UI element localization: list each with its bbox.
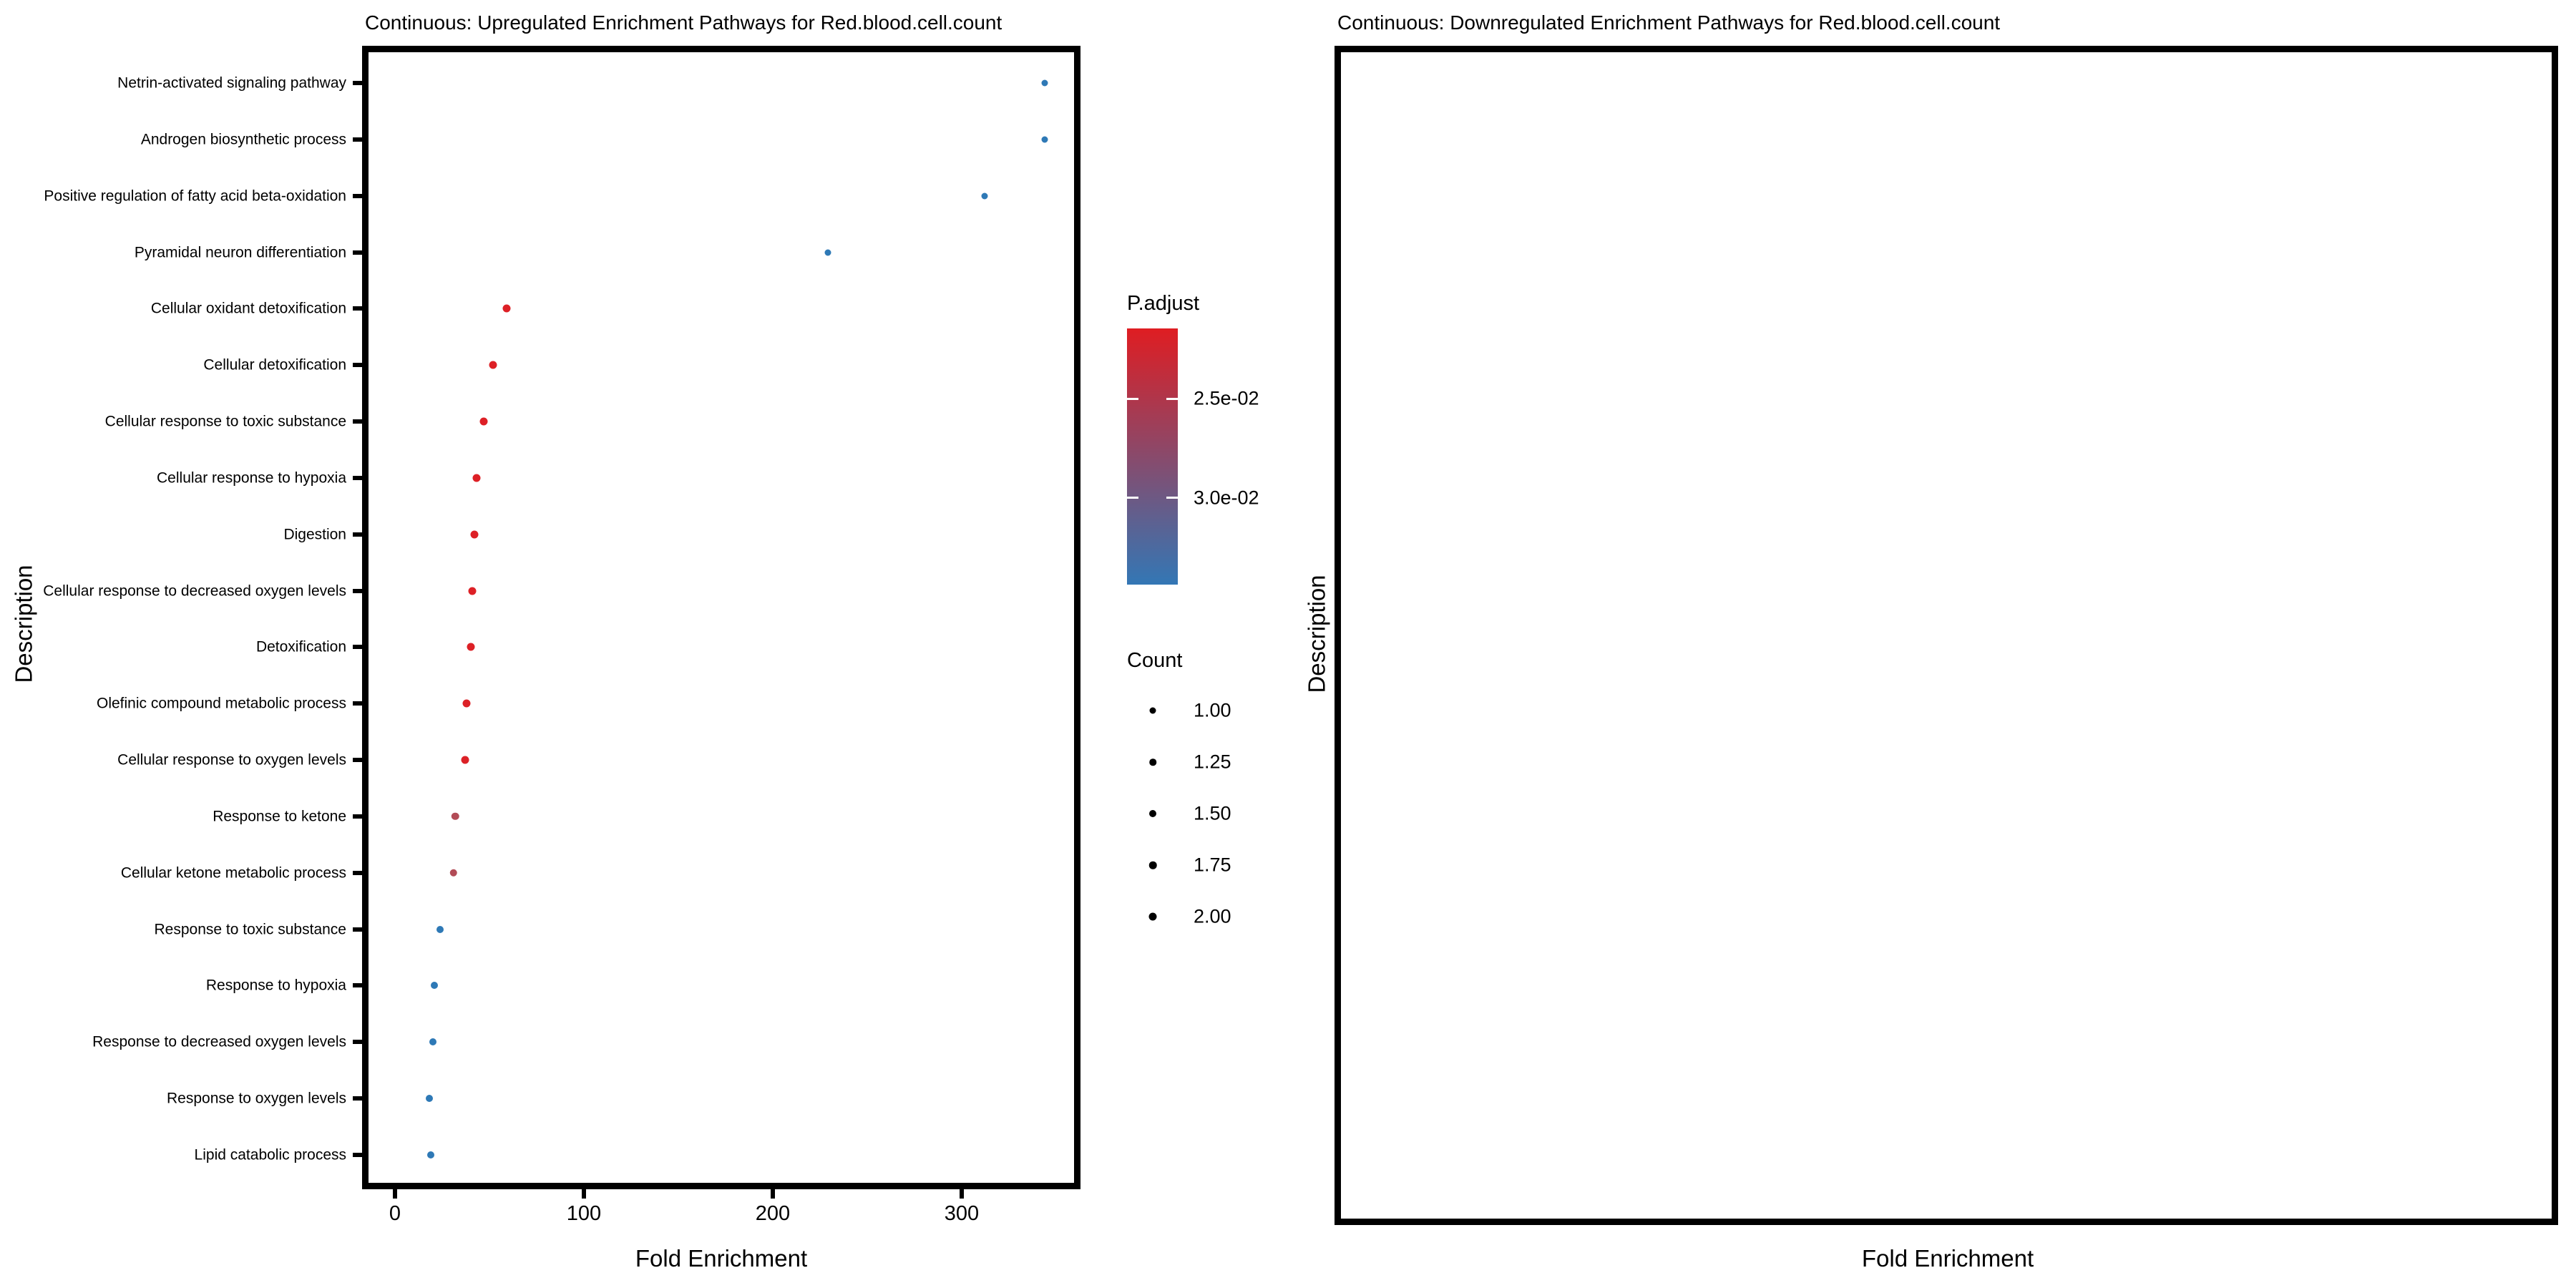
count-legend-label: 1.50 bbox=[1194, 802, 1231, 824]
count-legend-label: 1.25 bbox=[1194, 751, 1231, 773]
data-point bbox=[436, 925, 444, 933]
y-axis-tick bbox=[353, 1152, 362, 1157]
y-axis-tick bbox=[353, 645, 362, 650]
x-axis-tick-label: 100 bbox=[566, 1202, 602, 1225]
colorbar-tick-label: 2.5e-02 bbox=[1194, 387, 1259, 409]
x-axis-tick-label: 0 bbox=[389, 1202, 401, 1225]
data-point bbox=[1041, 136, 1048, 143]
data-point bbox=[1041, 79, 1048, 87]
colorbar-tick-mark bbox=[1166, 497, 1178, 499]
data-point bbox=[427, 1151, 435, 1158]
y-axis-label: Digestion bbox=[283, 526, 346, 543]
colorbar-tick-label: 3.0e-02 bbox=[1194, 487, 1259, 509]
y-axis-label: Cellular response to oxygen levels bbox=[117, 751, 346, 769]
y-axis-tick bbox=[353, 1096, 362, 1101]
count-legend-label: 2.00 bbox=[1194, 905, 1231, 927]
data-point bbox=[981, 192, 988, 200]
data-point bbox=[468, 587, 477, 595]
y-axis-tick bbox=[353, 1040, 362, 1045]
y-axis-tick bbox=[353, 532, 362, 537]
right-plot-title: Continuous: Downregulated Enrichment Pat… bbox=[1337, 11, 2001, 34]
y-axis-label: Response to decreased oxygen levels bbox=[92, 1033, 346, 1050]
x-axis-tick bbox=[960, 1189, 964, 1199]
data-point bbox=[449, 869, 458, 877]
count-legend-label: 1.00 bbox=[1194, 699, 1231, 721]
count-legend-label: 1.75 bbox=[1194, 854, 1231, 876]
y-axis-tick bbox=[353, 250, 362, 255]
data-point bbox=[429, 1038, 436, 1046]
data-point bbox=[489, 361, 497, 369]
y-axis-label: Olefinic compound metabolic process bbox=[96, 695, 346, 712]
padjust-legend-title: P.adjust bbox=[1127, 292, 1200, 315]
y-axis-label: Cellular oxidant detoxification bbox=[150, 300, 346, 317]
data-point bbox=[470, 530, 479, 539]
y-axis-tick bbox=[353, 588, 362, 593]
y-axis-tick bbox=[353, 814, 362, 819]
right-plot-panel bbox=[1335, 46, 2558, 1225]
right-x-axis-title: Fold Enrichment bbox=[1861, 1245, 2034, 1272]
count-legend-dot bbox=[1149, 810, 1156, 817]
y-axis-tick bbox=[353, 419, 362, 424]
count-legend-dot bbox=[1149, 758, 1156, 766]
y-axis-label: Cellular detoxification bbox=[203, 356, 346, 374]
y-axis-tick bbox=[353, 701, 362, 706]
x-axis-tick bbox=[393, 1189, 397, 1199]
x-axis-tick bbox=[771, 1189, 775, 1199]
y-axis-tick bbox=[353, 870, 362, 875]
y-axis-label: Response to toxic substance bbox=[154, 921, 347, 938]
y-axis-tick bbox=[353, 983, 362, 988]
data-point bbox=[461, 756, 469, 764]
right-y-axis-title: Description bbox=[1303, 575, 1330, 693]
y-axis-label: Lipid catabolic process bbox=[194, 1146, 346, 1163]
y-axis-label: Netrin-activated signaling pathway bbox=[117, 74, 346, 92]
y-axis-label: Cellular response to hypoxia bbox=[157, 469, 346, 487]
y-axis-tick bbox=[353, 758, 362, 763]
y-axis-tick bbox=[353, 193, 362, 198]
padjust-colorbar bbox=[1127, 328, 1178, 585]
data-point bbox=[467, 643, 475, 651]
y-axis-label: Cellular response to toxic substance bbox=[104, 413, 346, 430]
left-plot-panel bbox=[362, 46, 1080, 1189]
data-point bbox=[462, 699, 471, 708]
count-legend-dot bbox=[1148, 912, 1157, 921]
y-axis-label: Pyramidal neuron differentiation bbox=[134, 244, 346, 261]
x-axis-tick bbox=[582, 1189, 586, 1199]
y-axis-label: Androgen biosynthetic process bbox=[140, 131, 346, 148]
x-axis-tick-label: 200 bbox=[755, 1202, 791, 1225]
y-axis-tick bbox=[353, 363, 362, 368]
data-point bbox=[425, 1095, 433, 1103]
data-point bbox=[502, 304, 511, 313]
data-point bbox=[431, 982, 439, 990]
y-axis-tick bbox=[353, 927, 362, 932]
left-plot-title: Continuous: Upregulated Enrichment Pathw… bbox=[365, 11, 1002, 34]
y-axis-tick bbox=[353, 475, 362, 480]
count-legend-dot bbox=[1149, 707, 1156, 714]
y-axis-label: Detoxification bbox=[255, 638, 346, 655]
y-axis-label: Response to oxygen levels bbox=[167, 1090, 346, 1107]
y-axis-label: Cellular response to decreased oxygen le… bbox=[43, 582, 346, 600]
y-axis-label: Response to hypoxia bbox=[205, 977, 346, 994]
y-axis-label: Response to ketone bbox=[213, 808, 346, 825]
data-point bbox=[452, 812, 459, 821]
data-point bbox=[479, 417, 488, 426]
y-axis-tick bbox=[353, 306, 362, 311]
y-axis-label: Cellular ketone metabolic process bbox=[120, 864, 346, 882]
colorbar-tick-mark bbox=[1127, 497, 1138, 499]
data-point bbox=[824, 249, 831, 256]
y-axis-tick bbox=[353, 137, 362, 142]
count-legend-dot bbox=[1148, 861, 1157, 869]
y-axis-tick bbox=[353, 81, 362, 85]
colorbar-tick-mark bbox=[1127, 397, 1138, 400]
colorbar-tick-mark bbox=[1166, 397, 1178, 400]
x-axis-tick-label: 300 bbox=[944, 1202, 980, 1225]
left-y-axis-title: Description bbox=[10, 565, 37, 683]
left-x-axis-title: Fold Enrichment bbox=[635, 1245, 808, 1272]
y-axis-label: Positive regulation of fatty acid beta-o… bbox=[44, 187, 346, 205]
data-point bbox=[472, 474, 481, 482]
count-legend-title: Count bbox=[1127, 649, 1183, 672]
